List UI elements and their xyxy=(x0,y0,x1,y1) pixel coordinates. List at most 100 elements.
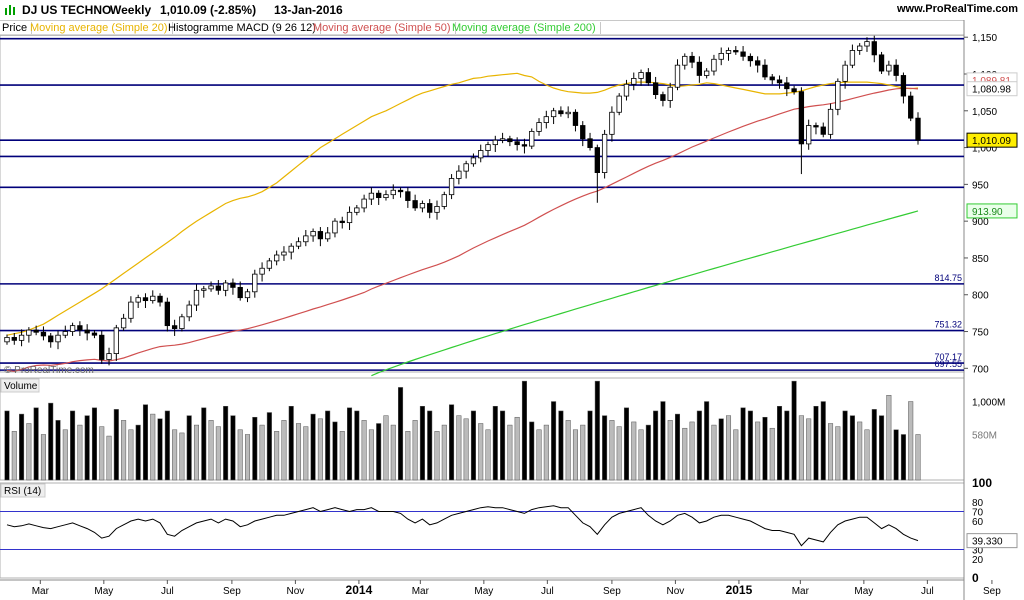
candle[interactable] xyxy=(252,269,258,298)
candle[interactable] xyxy=(281,246,287,261)
candle[interactable] xyxy=(776,75,783,89)
candle[interactable] xyxy=(48,333,54,348)
candle[interactable] xyxy=(412,194,418,211)
candle[interactable] xyxy=(201,285,207,298)
legend-ma200[interactable]: Moving average (Simple 200) xyxy=(452,22,601,34)
candle[interactable] xyxy=(266,257,273,272)
candle[interactable] xyxy=(325,227,331,242)
candle[interactable] xyxy=(616,93,622,116)
candle[interactable] xyxy=(755,56,761,73)
candle[interactable] xyxy=(529,128,535,150)
legend-price[interactable]: Price xyxy=(2,22,33,34)
candle[interactable] xyxy=(179,313,185,332)
candle[interactable] xyxy=(550,107,557,125)
candle[interactable] xyxy=(820,122,826,138)
candle[interactable] xyxy=(164,297,170,332)
candle[interactable] xyxy=(623,79,630,101)
candle[interactable] xyxy=(448,174,455,200)
candle[interactable] xyxy=(521,138,528,154)
candle[interactable] xyxy=(740,46,746,61)
candle[interactable] xyxy=(171,319,178,336)
candle[interactable] xyxy=(514,137,520,151)
candle[interactable] xyxy=(259,262,265,282)
candle[interactable] xyxy=(62,325,68,339)
candle[interactable] xyxy=(361,194,367,213)
candle[interactable] xyxy=(718,47,724,66)
candle[interactable] xyxy=(725,47,732,61)
candle[interactable] xyxy=(543,110,549,129)
candle[interactable] xyxy=(660,91,666,107)
chart-period[interactable]: Weekly xyxy=(110,3,152,17)
candle[interactable] xyxy=(842,60,848,89)
candle[interactable] xyxy=(915,112,921,145)
candle[interactable] xyxy=(230,278,236,295)
candle[interactable] xyxy=(638,69,644,86)
candle[interactable] xyxy=(128,296,134,323)
candle[interactable] xyxy=(908,91,914,122)
candle[interactable] xyxy=(456,165,462,185)
candle[interactable] xyxy=(667,82,673,108)
candle[interactable] xyxy=(332,218,338,238)
candle[interactable] xyxy=(69,322,76,336)
candle[interactable] xyxy=(55,330,61,350)
candle[interactable] xyxy=(864,37,870,52)
candle[interactable] xyxy=(784,76,790,97)
candle[interactable] xyxy=(733,46,739,55)
candle[interactable] xyxy=(696,56,703,83)
candle[interactable] xyxy=(405,187,411,208)
candle[interactable] xyxy=(601,129,608,179)
candle[interactable] xyxy=(798,87,805,175)
legend-macd[interactable]: Histogramme MACD (9 26 12) xyxy=(168,22,321,34)
candle[interactable] xyxy=(886,60,892,76)
candle[interactable] xyxy=(769,73,775,85)
candle[interactable] xyxy=(368,187,375,205)
candle[interactable] xyxy=(339,216,345,229)
candle[interactable] xyxy=(419,200,426,213)
candle[interactable] xyxy=(682,53,688,70)
candle[interactable] xyxy=(558,106,564,117)
candle[interactable] xyxy=(354,204,360,216)
candle[interactable] xyxy=(427,199,433,219)
candle[interactable] xyxy=(33,325,39,336)
candle[interactable] xyxy=(310,228,316,242)
candle[interactable] xyxy=(26,327,32,343)
candle[interactable] xyxy=(186,300,192,322)
candle[interactable] xyxy=(711,54,717,76)
candle[interactable] xyxy=(747,53,754,67)
candle[interactable] xyxy=(84,324,90,341)
candle[interactable] xyxy=(485,141,491,157)
candle[interactable] xyxy=(631,72,637,91)
candle[interactable] xyxy=(106,347,112,366)
candle[interactable] xyxy=(791,85,797,95)
candle[interactable] xyxy=(857,43,863,55)
candle[interactable] xyxy=(689,51,695,69)
candle[interactable] xyxy=(813,122,819,135)
candle[interactable] xyxy=(113,324,119,361)
candle[interactable] xyxy=(120,313,127,331)
candle[interactable] xyxy=(376,190,382,205)
candle[interactable] xyxy=(565,106,571,119)
candle[interactable] xyxy=(91,330,98,339)
candle[interactable] xyxy=(762,59,768,80)
candle[interactable] xyxy=(645,68,652,86)
candle[interactable] xyxy=(849,44,856,69)
candle[interactable] xyxy=(507,135,513,147)
candle[interactable] xyxy=(900,72,907,104)
candle[interactable] xyxy=(18,329,25,347)
candle[interactable] xyxy=(288,243,294,260)
candle[interactable] xyxy=(835,78,841,116)
candle[interactable] xyxy=(806,119,812,150)
candle[interactable] xyxy=(150,290,156,304)
candle[interactable] xyxy=(11,333,17,345)
candle[interactable] xyxy=(492,135,498,152)
candle[interactable] xyxy=(142,293,149,308)
candle[interactable] xyxy=(208,281,214,292)
candle[interactable] xyxy=(193,284,200,311)
candle[interactable] xyxy=(4,334,10,345)
candle[interactable] xyxy=(478,144,484,163)
candle[interactable] xyxy=(441,191,447,210)
candle[interactable] xyxy=(295,237,302,250)
candle[interactable] xyxy=(878,51,885,74)
candle[interactable] xyxy=(157,293,163,307)
